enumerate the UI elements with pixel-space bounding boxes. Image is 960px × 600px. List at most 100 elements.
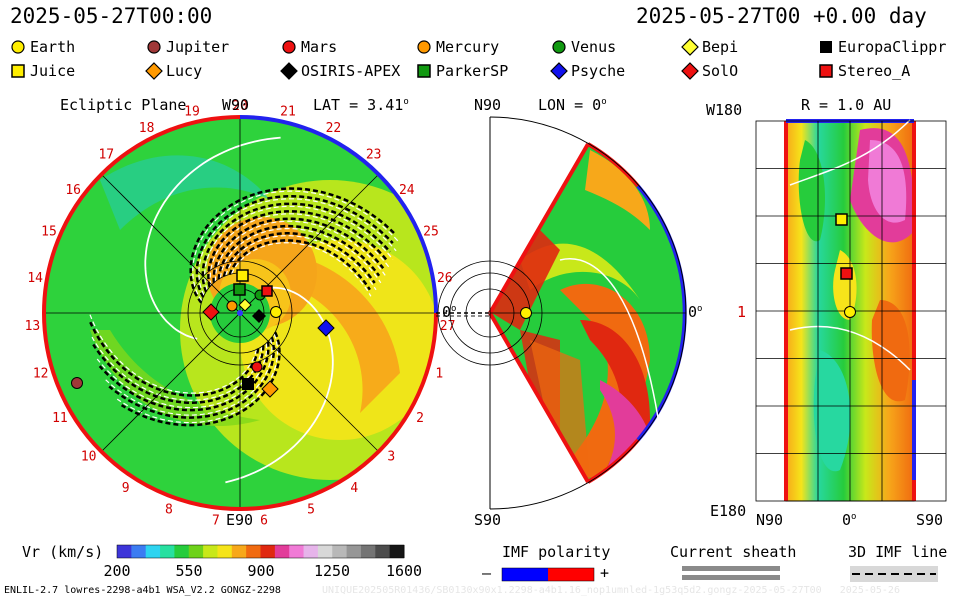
ecliptic-lat-label: LAT = 3.41o xyxy=(313,96,409,114)
imf-spiral-line xyxy=(225,235,377,291)
footer-left: ENLIL-2.7 lowres-2298-a4b1 WSA_V2.2 GONG… xyxy=(4,585,281,596)
colorbar-tick-1600: 1600 xyxy=(385,562,423,580)
imf-spiral-line xyxy=(192,190,400,302)
carrington-tick-label: 22 xyxy=(326,121,342,136)
carrington-tick-label: 27 xyxy=(440,319,456,334)
footer-right: UNIQUE202505R01436/SB0130x90x1.2298-a4b1… xyxy=(322,585,900,596)
imf-polarity-negative xyxy=(502,568,548,581)
legend-item-venus: Venus xyxy=(552,38,616,56)
colorbar-segment xyxy=(317,545,333,558)
current-sheath-swatch xyxy=(682,566,780,571)
body-stereo-a xyxy=(261,285,273,297)
imf-spiral-line xyxy=(195,194,394,298)
ecliptic-title: Ecliptic Plane xyxy=(60,96,187,114)
header-right-time: 2025-05-27T00 +0.00 day xyxy=(636,4,927,28)
colorbar-segment xyxy=(231,545,247,558)
legend-marker xyxy=(552,40,566,54)
body-juice-sphere xyxy=(835,213,848,226)
carrington-tick-label: 25 xyxy=(423,225,439,240)
body-earth-ecliptic xyxy=(270,306,282,318)
carrington-tick-label: 5 xyxy=(307,503,315,518)
body-bepi xyxy=(238,298,252,312)
sphere-bottom-left-label: E180 xyxy=(710,502,747,520)
carrington-tick-label: 12 xyxy=(33,367,49,382)
sphere-x-label-0: 0o xyxy=(842,511,857,529)
imf-spiral-line xyxy=(204,205,394,291)
body-jupiter xyxy=(71,377,83,389)
legend-marker xyxy=(681,38,699,56)
legend-label: Mars xyxy=(301,38,337,56)
colorbar-tick-200: 200 xyxy=(103,562,131,580)
legend-marker xyxy=(11,40,25,54)
colorbar-tick-900: 900 xyxy=(247,562,275,580)
legend-label: SolO xyxy=(702,62,738,80)
legend: Earth Jupiter Mars Mercury Venus Bepi EuropaCl… xyxy=(11,38,946,80)
legend-marker xyxy=(819,64,833,78)
imf-minus-label: – xyxy=(482,564,492,582)
carrington-tick-label: 7 xyxy=(212,514,220,529)
legend-marker xyxy=(417,40,431,54)
body-parkersp xyxy=(233,283,246,296)
carrington-tick-label: 14 xyxy=(27,271,43,286)
carrington-tick-label: 10 xyxy=(81,450,97,465)
legend-marker xyxy=(417,64,431,78)
colorbar-tick-550: 550 xyxy=(175,562,203,580)
legend-label: Stereo_A xyxy=(838,62,910,80)
legend-label: Bepi xyxy=(702,38,738,56)
legend-item-stereo-a: Stereo_A xyxy=(819,62,910,80)
legend-label: EuropaClippr xyxy=(838,38,946,56)
imf-spiral-line xyxy=(214,220,386,282)
legend-item-mercury: Mercury xyxy=(417,38,499,56)
body-solo xyxy=(202,303,220,321)
imf-spiral-line xyxy=(108,336,275,419)
colorbar-segment xyxy=(160,545,175,558)
colorbar-segment xyxy=(360,545,376,558)
carrington-tick-label: 9 xyxy=(122,481,130,496)
legend-label: Venus xyxy=(571,38,616,56)
imf-spiral-line xyxy=(116,333,279,424)
carrington-tick-label: 2 xyxy=(416,411,424,426)
legend-marker xyxy=(820,41,832,53)
legend-marker xyxy=(681,62,699,80)
colorbar-segment xyxy=(131,545,147,558)
meridional-bottom-label: S90 xyxy=(474,511,502,529)
imf-spiral-line xyxy=(222,232,376,284)
legend-item-solo: SolO xyxy=(681,62,738,80)
carrington-tick-label: 18 xyxy=(139,121,155,136)
legend-item-earth: Earth xyxy=(11,38,75,56)
body-europaclippr xyxy=(242,378,254,390)
imf-spiral-line xyxy=(207,210,388,288)
imf-spiral-line xyxy=(219,227,382,284)
colorbar-segment xyxy=(117,545,132,558)
current-sheath-label: Current sheath xyxy=(670,543,797,561)
ecliptic-zero-label: 0o xyxy=(442,303,457,321)
ecliptic-top-label: W90 xyxy=(222,96,250,114)
imf-plus-label: + xyxy=(600,564,610,582)
legend-item-osiris-apex: OSIRIS-APEX xyxy=(280,62,400,80)
imf-spiral-line xyxy=(144,136,281,340)
imf-spiral-line xyxy=(98,341,270,412)
legend-label: Mercury xyxy=(436,38,499,56)
colorbar-tick-1250: 1250 xyxy=(313,562,351,580)
legend-label: OSIRIS-APEX xyxy=(301,62,400,80)
legend-label: Lucy xyxy=(166,62,202,80)
body-mercury xyxy=(226,300,238,312)
colorbar-segment xyxy=(145,545,161,558)
legend-marker xyxy=(280,62,298,80)
colorbar-segment xyxy=(332,545,348,558)
body-stereo-a-sphere xyxy=(840,267,853,280)
carrington-tick-label: 23 xyxy=(366,148,382,163)
imf-spiral-line xyxy=(201,202,391,293)
colorbar-segment xyxy=(188,545,204,558)
carrington-tick-label: 15 xyxy=(41,225,57,240)
carrington-tick-label: 26 xyxy=(437,271,453,286)
colorbar-segment xyxy=(346,545,362,558)
body-earth-meridional xyxy=(520,307,532,319)
imf-spiral-line xyxy=(198,198,397,296)
imf-spiral-line xyxy=(120,331,281,427)
legend-marker xyxy=(550,62,568,80)
legend-label: Jupiter xyxy=(166,38,229,56)
ecliptic-imf-spirals xyxy=(89,136,400,484)
